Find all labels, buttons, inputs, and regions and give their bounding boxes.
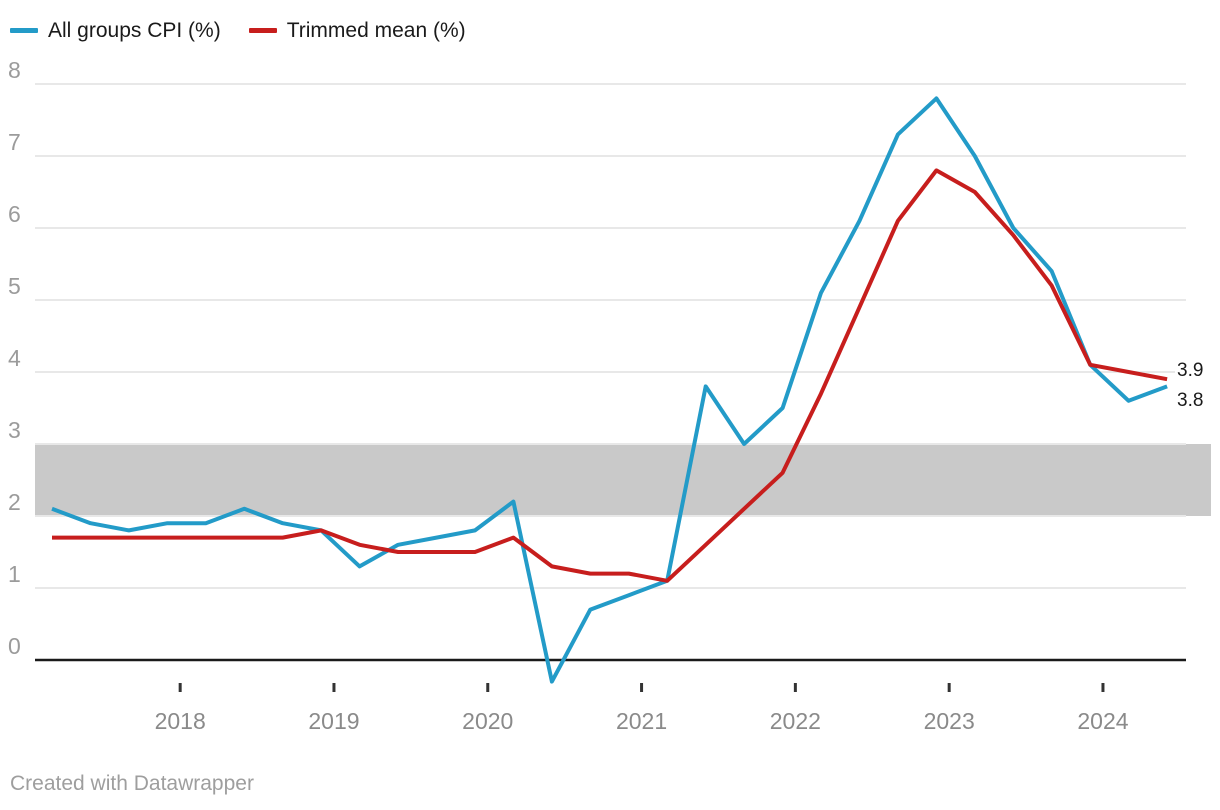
x-axis-label: 2021 [616, 708, 667, 734]
y-axis-label: 4 [8, 345, 21, 371]
y-axis-label: 0 [8, 633, 21, 659]
end-value-label-trimmed-mean: 3.9 [1175, 360, 1206, 382]
x-axis-label: 2023 [924, 708, 975, 734]
y-axis-label: 1 [8, 561, 21, 587]
cpi-line-swatch-icon [10, 28, 38, 33]
y-axis-label: 7 [8, 129, 21, 155]
y-axis-label: 3 [8, 417, 21, 443]
target-band [35, 444, 1211, 516]
x-axis-label: 2020 [462, 708, 513, 734]
x-axis-label: 2024 [1077, 708, 1128, 734]
all-groups-cpi-line [51, 96, 1168, 684]
trimmed-mean-line [52, 168, 1168, 583]
y-axis-label: 6 [8, 201, 21, 227]
y-axis-label: 2 [8, 489, 21, 515]
legend-label-trimmed-mean: Trimmed mean (%) [286, 19, 466, 42]
legend: All groups CPI (%) Trimmed mean (%) [10, 18, 466, 43]
x-axis-label: 2022 [770, 708, 821, 734]
legend-label-all-groups-cpi: All groups CPI (%) [48, 19, 221, 42]
legend-item-all-groups-cpi: All groups CPI (%) [10, 18, 221, 43]
trimmed-mean-swatch-icon [248, 28, 277, 33]
x-axis-label: 2018 [155, 708, 206, 734]
y-axis-label: 5 [8, 273, 21, 299]
datawrapper-credit: Created with Datawrapper [10, 772, 254, 795]
x-axis-label: 2019 [308, 708, 359, 734]
y-axis-label: 8 [8, 57, 21, 83]
legend-item-trimmed-mean: Trimmed mean (%) [248, 18, 466, 43]
end-value-label-all-groups: 3.8 [1175, 390, 1206, 412]
